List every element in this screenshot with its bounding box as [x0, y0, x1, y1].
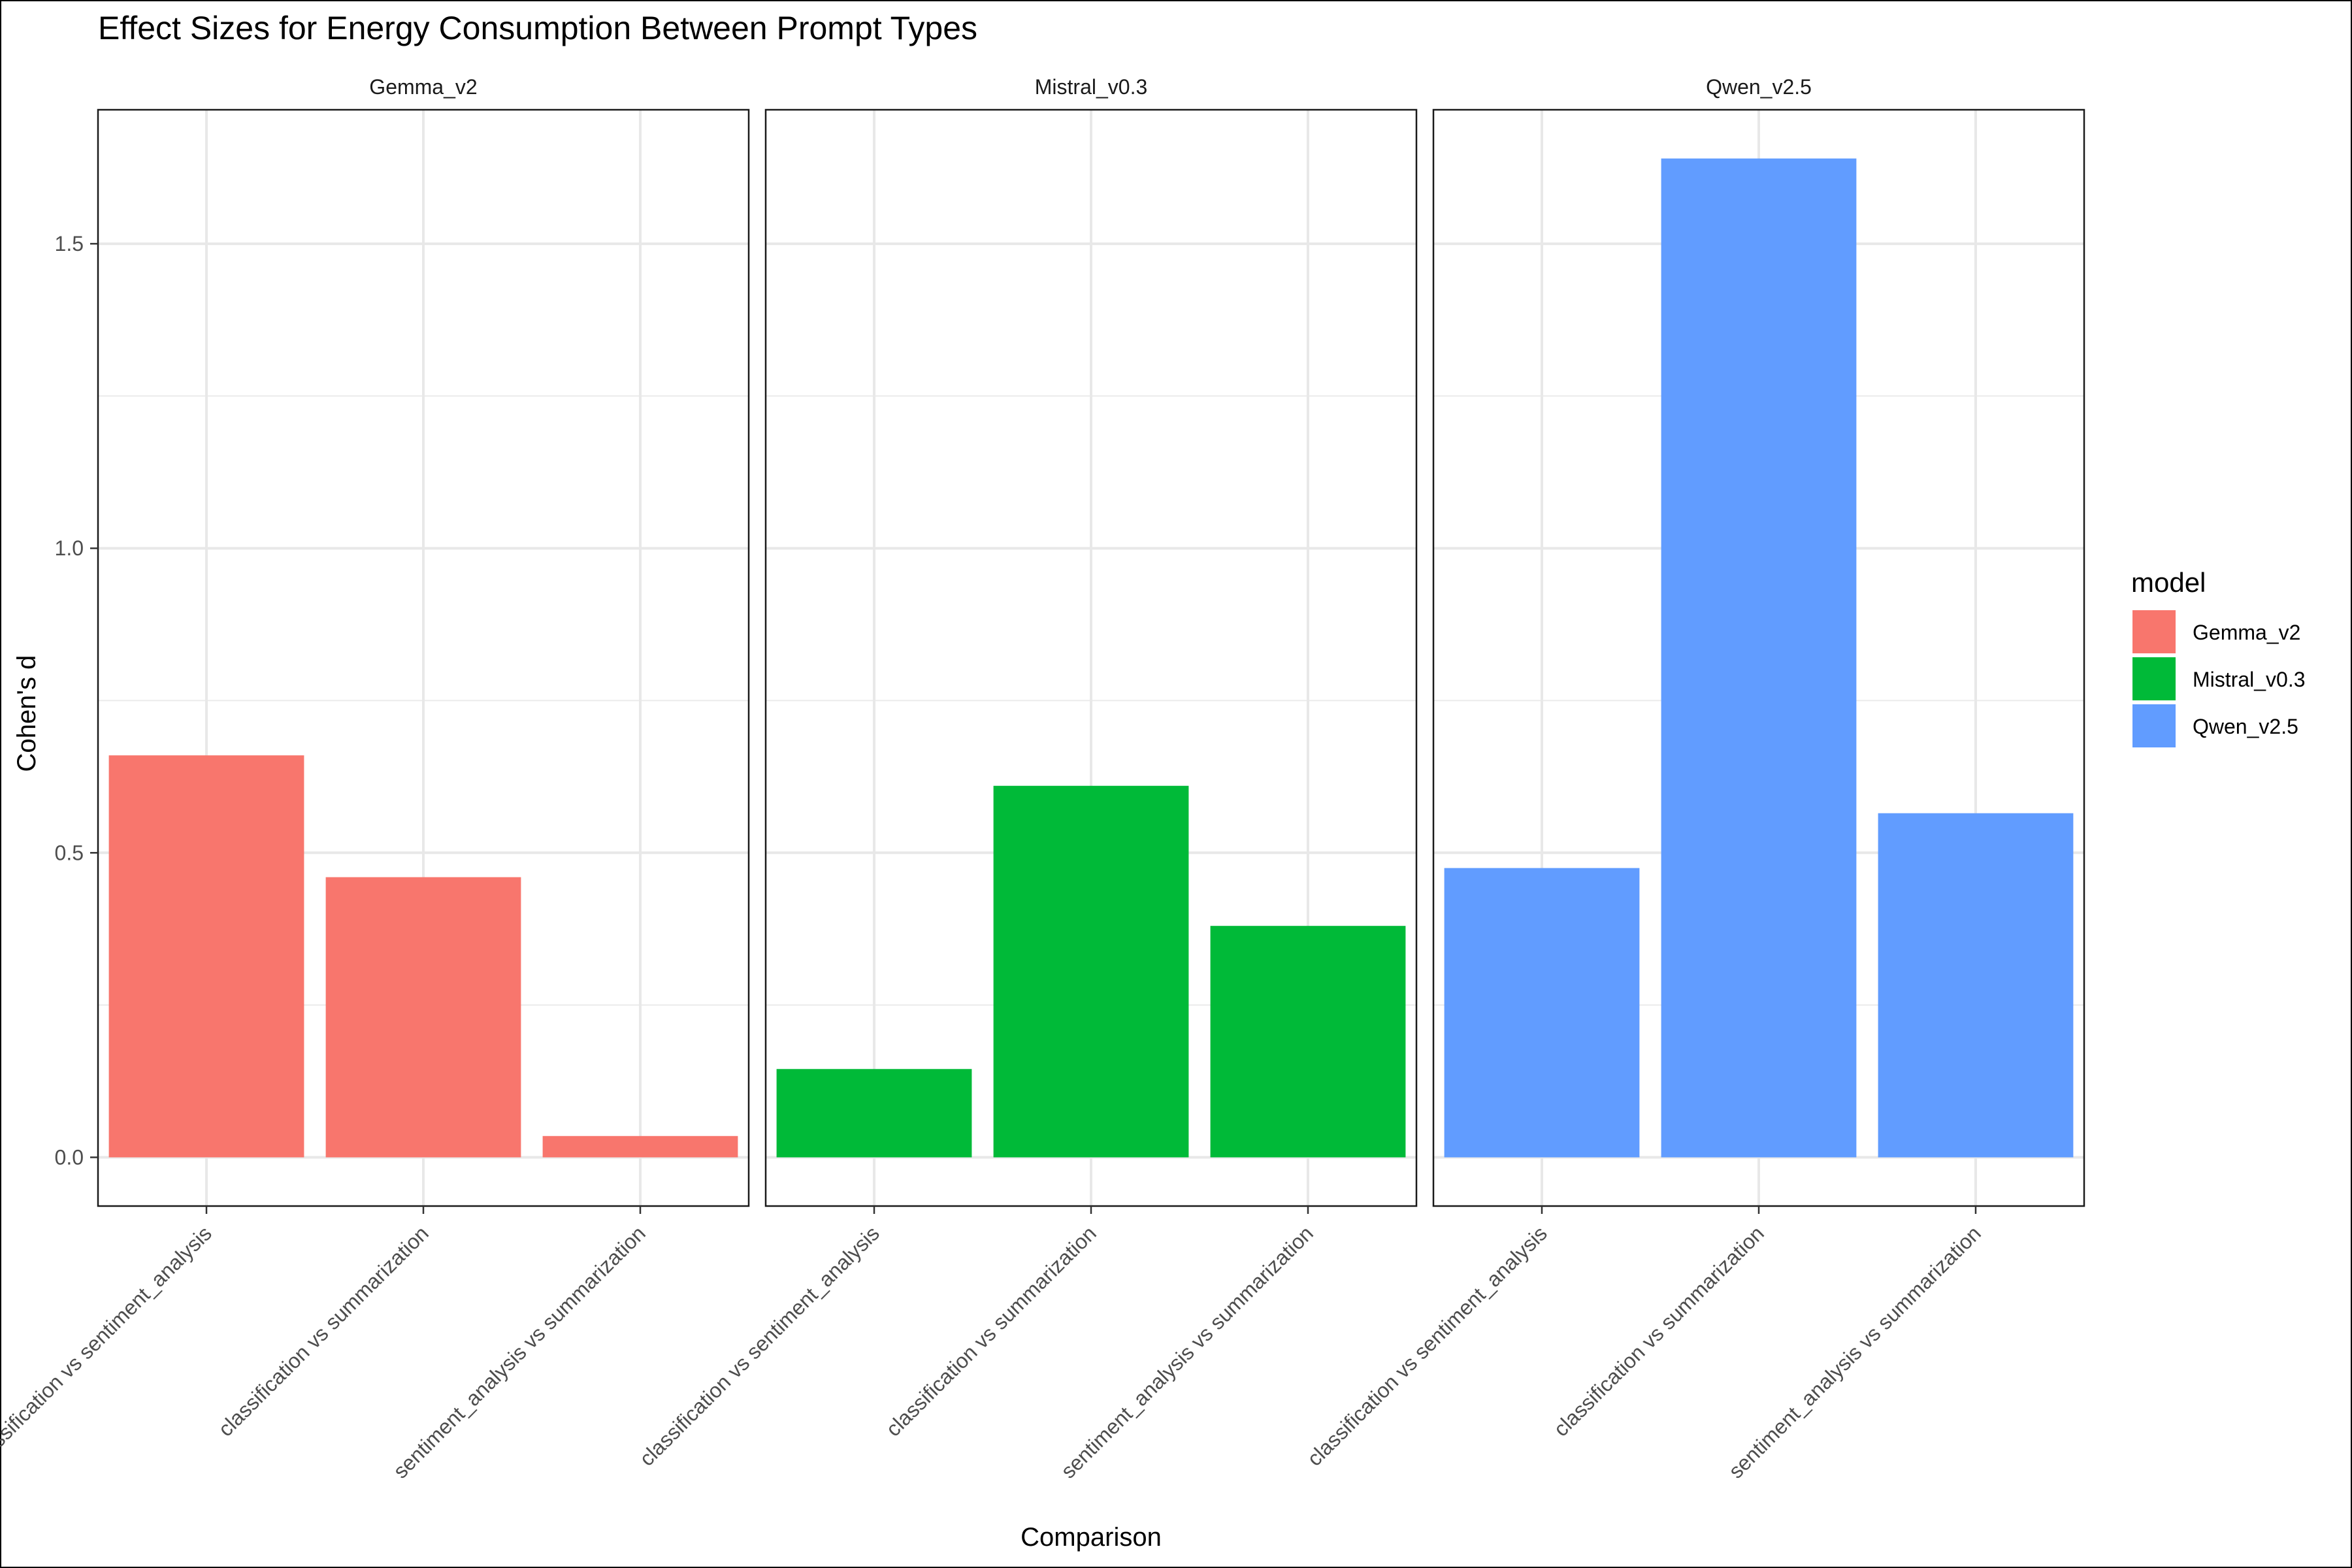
y-tick-label: 1.0: [55, 536, 84, 560]
legend-label-1: Gemma_v2: [2193, 621, 2300, 644]
x-axis-title: Comparison: [1021, 1523, 1162, 1552]
legend-label-2: Mistral_v0.3: [2193, 668, 2306, 691]
x-tick-label: sentiment_analysis vs summarization: [1056, 1221, 1318, 1482]
y-axis-title: Cohen's d: [12, 655, 41, 772]
bar-Mistral_v0.3-3: [1210, 926, 1406, 1158]
legend-label-3: Qwen_v2.5: [2193, 715, 2298, 738]
facet-panel-3: Qwen_v2.5 classification vs sentiment_ana…: [1303, 75, 2085, 1483]
facet-strip-label: Gemma_v2: [369, 75, 477, 99]
y-tick-label: 1.5: [55, 232, 84, 255]
x-tick-label: classification vs sentiment_analysis: [635, 1221, 884, 1470]
legend-swatch-3: [2132, 704, 2176, 747]
x-tick-label: sentiment_analysis vs summarization: [389, 1221, 650, 1482]
x-tick-label: classification vs sentiment_analysis: [1303, 1221, 1552, 1470]
bar-Qwen_v2.5-2: [1661, 158, 1857, 1158]
facet-strip-label: Qwen_v2.5: [1706, 75, 1812, 99]
legend-swatch-1: [2132, 610, 2176, 653]
facet-panel-1: Gemma_v2 classification vs sentiment_anal…: [0, 75, 750, 1483]
facet-panels: Gemma_v2 classification vs sentiment_anal…: [0, 75, 2085, 1483]
bar-Qwen_v2.5-3: [1878, 813, 2074, 1158]
legend-swatch-2: [2132, 657, 2176, 700]
x-tick-label: classification vs summarization: [881, 1221, 1101, 1441]
y-tick-label: 0.5: [55, 841, 84, 864]
bar-Mistral_v0.3-1: [776, 1069, 972, 1158]
y-axis: 0.0 0.5 1.0 1.5: [55, 232, 98, 1169]
chart-title: Effect Sizes for Energy Consumption Betw…: [98, 10, 977, 46]
y-tick-label: 0.0: [55, 1145, 84, 1169]
bar-Gemma_v2-1: [108, 755, 304, 1158]
facet-strip-label: Mistral_v0.3: [1035, 75, 1148, 99]
x-tick-label: classification vs summarization: [1549, 1221, 1769, 1441]
x-tick-label: sentiment_analysis vs summarization: [1724, 1221, 1985, 1482]
x-tick-label: classification vs sentiment_analysis: [0, 1221, 216, 1470]
bar-Qwen_v2.5-1: [1444, 868, 1640, 1158]
facet-panel-2: Mistral_v0.3 classification vs sentiment_…: [635, 75, 1418, 1483]
legend: model Gemma_v2 Mistral_v0.3 Qwen_v2.5: [2131, 567, 2306, 747]
bar-Gemma_v2-3: [542, 1135, 738, 1158]
legend-title: model: [2131, 567, 2206, 598]
bar-Gemma_v2-2: [325, 877, 521, 1158]
x-tick-label: classification vs summarization: [214, 1221, 433, 1441]
bar-Mistral_v0.3-2: [993, 785, 1189, 1158]
